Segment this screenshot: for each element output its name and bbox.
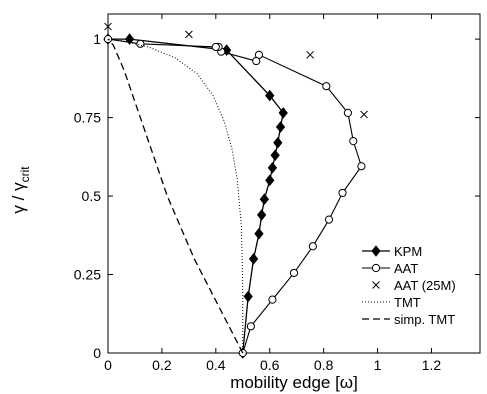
series-aat-25m	[104, 22, 368, 119]
y-tick-label: 0.5	[82, 188, 102, 204]
series-tmt	[107, 38, 244, 353]
data-point-kpm	[273, 136, 283, 149]
data-point-aat-25m	[306, 50, 315, 59]
x-axis-title: mobility edge [ω]	[230, 373, 358, 392]
cross-stroke	[360, 110, 368, 119]
x-tick-label: 1	[374, 357, 382, 373]
series-line-tmt	[107, 38, 244, 353]
y-tick-label: 0.25	[74, 267, 101, 283]
x-tick-label: 0.8	[314, 357, 334, 373]
data-point-aat	[349, 137, 358, 146]
cross-stroke	[185, 30, 193, 39]
plot-frame	[107, 13, 481, 354]
data-point-kpm	[265, 174, 275, 187]
data-point-aat	[246, 322, 255, 331]
series-group	[103, 22, 368, 359]
legend-marker	[372, 281, 380, 289]
x-tick-label: 1.2	[422, 357, 442, 373]
data-point-aat	[357, 162, 366, 171]
data-point-kpm	[267, 162, 278, 174]
data-point-aat	[289, 268, 299, 278]
data-point-aat	[268, 295, 277, 304]
data-point-kpm	[270, 149, 280, 162]
data-point-kpm	[257, 209, 267, 221]
series-line-simp-tmt	[107, 38, 244, 354]
x-tick-label: 0	[104, 357, 112, 373]
legend-item-simp-tmt: simp. TMT	[362, 312, 455, 327]
data-point-aat-25m	[185, 30, 193, 39]
y-axis-title: γ / γcrit	[9, 166, 32, 214]
y-tick-label: 0.75	[74, 110, 101, 126]
data-point-kpm	[248, 253, 259, 265]
data-point-aat-25m	[104, 22, 112, 31]
legend-marker	[371, 245, 381, 257]
data-point-aat	[322, 82, 331, 91]
legend-label: TMT	[394, 295, 421, 310]
data-point-kpm	[275, 121, 286, 133]
data-point-aat	[338, 188, 347, 198]
series-simp-tmt	[107, 38, 244, 354]
data-point-kpm	[243, 290, 253, 303]
legend: KPM AAT AAT (25M) TMT simp. TMT	[362, 244, 456, 327]
data-point-kpm	[259, 193, 269, 205]
cross-stroke	[104, 22, 112, 31]
series-kpm	[103, 33, 288, 359]
data-point-aat-25m	[360, 110, 368, 119]
legend-marker	[371, 263, 381, 273]
data-point-kpm	[278, 107, 288, 119]
cross-stroke	[372, 281, 380, 289]
cross-stroke	[306, 50, 315, 59]
data-point-aat	[324, 215, 334, 224]
data-point-aat	[136, 39, 145, 48]
x-tick-label: 0.2	[152, 357, 172, 373]
series-line-kpm	[108, 38, 284, 354]
series-aat	[103, 35, 366, 358]
axis-ticks: 0 0.2 0.4 0.6 0.8 1 1.2 0 0.25 0.5 0.75 1	[74, 14, 480, 373]
legend-label: AAT	[394, 261, 418, 276]
x-tick-label: 0.6	[260, 357, 280, 373]
legend-item-tmt: TMT	[362, 295, 421, 310]
data-point-kpm	[265, 89, 275, 102]
y-axis-title-subscript: crit	[18, 166, 32, 183]
legend-item-aat-25m: AAT (25M)	[372, 278, 456, 293]
legend-item-kpm: KPM	[362, 244, 422, 259]
data-point-aat	[308, 242, 317, 251]
x-tick-label: 0.4	[206, 357, 226, 373]
data-point-aat	[211, 42, 220, 52]
y-tick-label: 1	[93, 31, 101, 47]
data-point-kpm	[254, 227, 264, 240]
legend-label: KPM	[394, 244, 422, 259]
legend-label: AAT (25M)	[394, 278, 456, 293]
legend-label: simp. TMT	[394, 312, 455, 327]
legend-item-aat: AAT	[362, 261, 418, 276]
data-point-aat	[252, 56, 261, 66]
data-point-aat	[343, 108, 353, 117]
y-tick-label: 0	[93, 345, 101, 361]
y-axis-title-main: γ / γ	[9, 182, 28, 214]
